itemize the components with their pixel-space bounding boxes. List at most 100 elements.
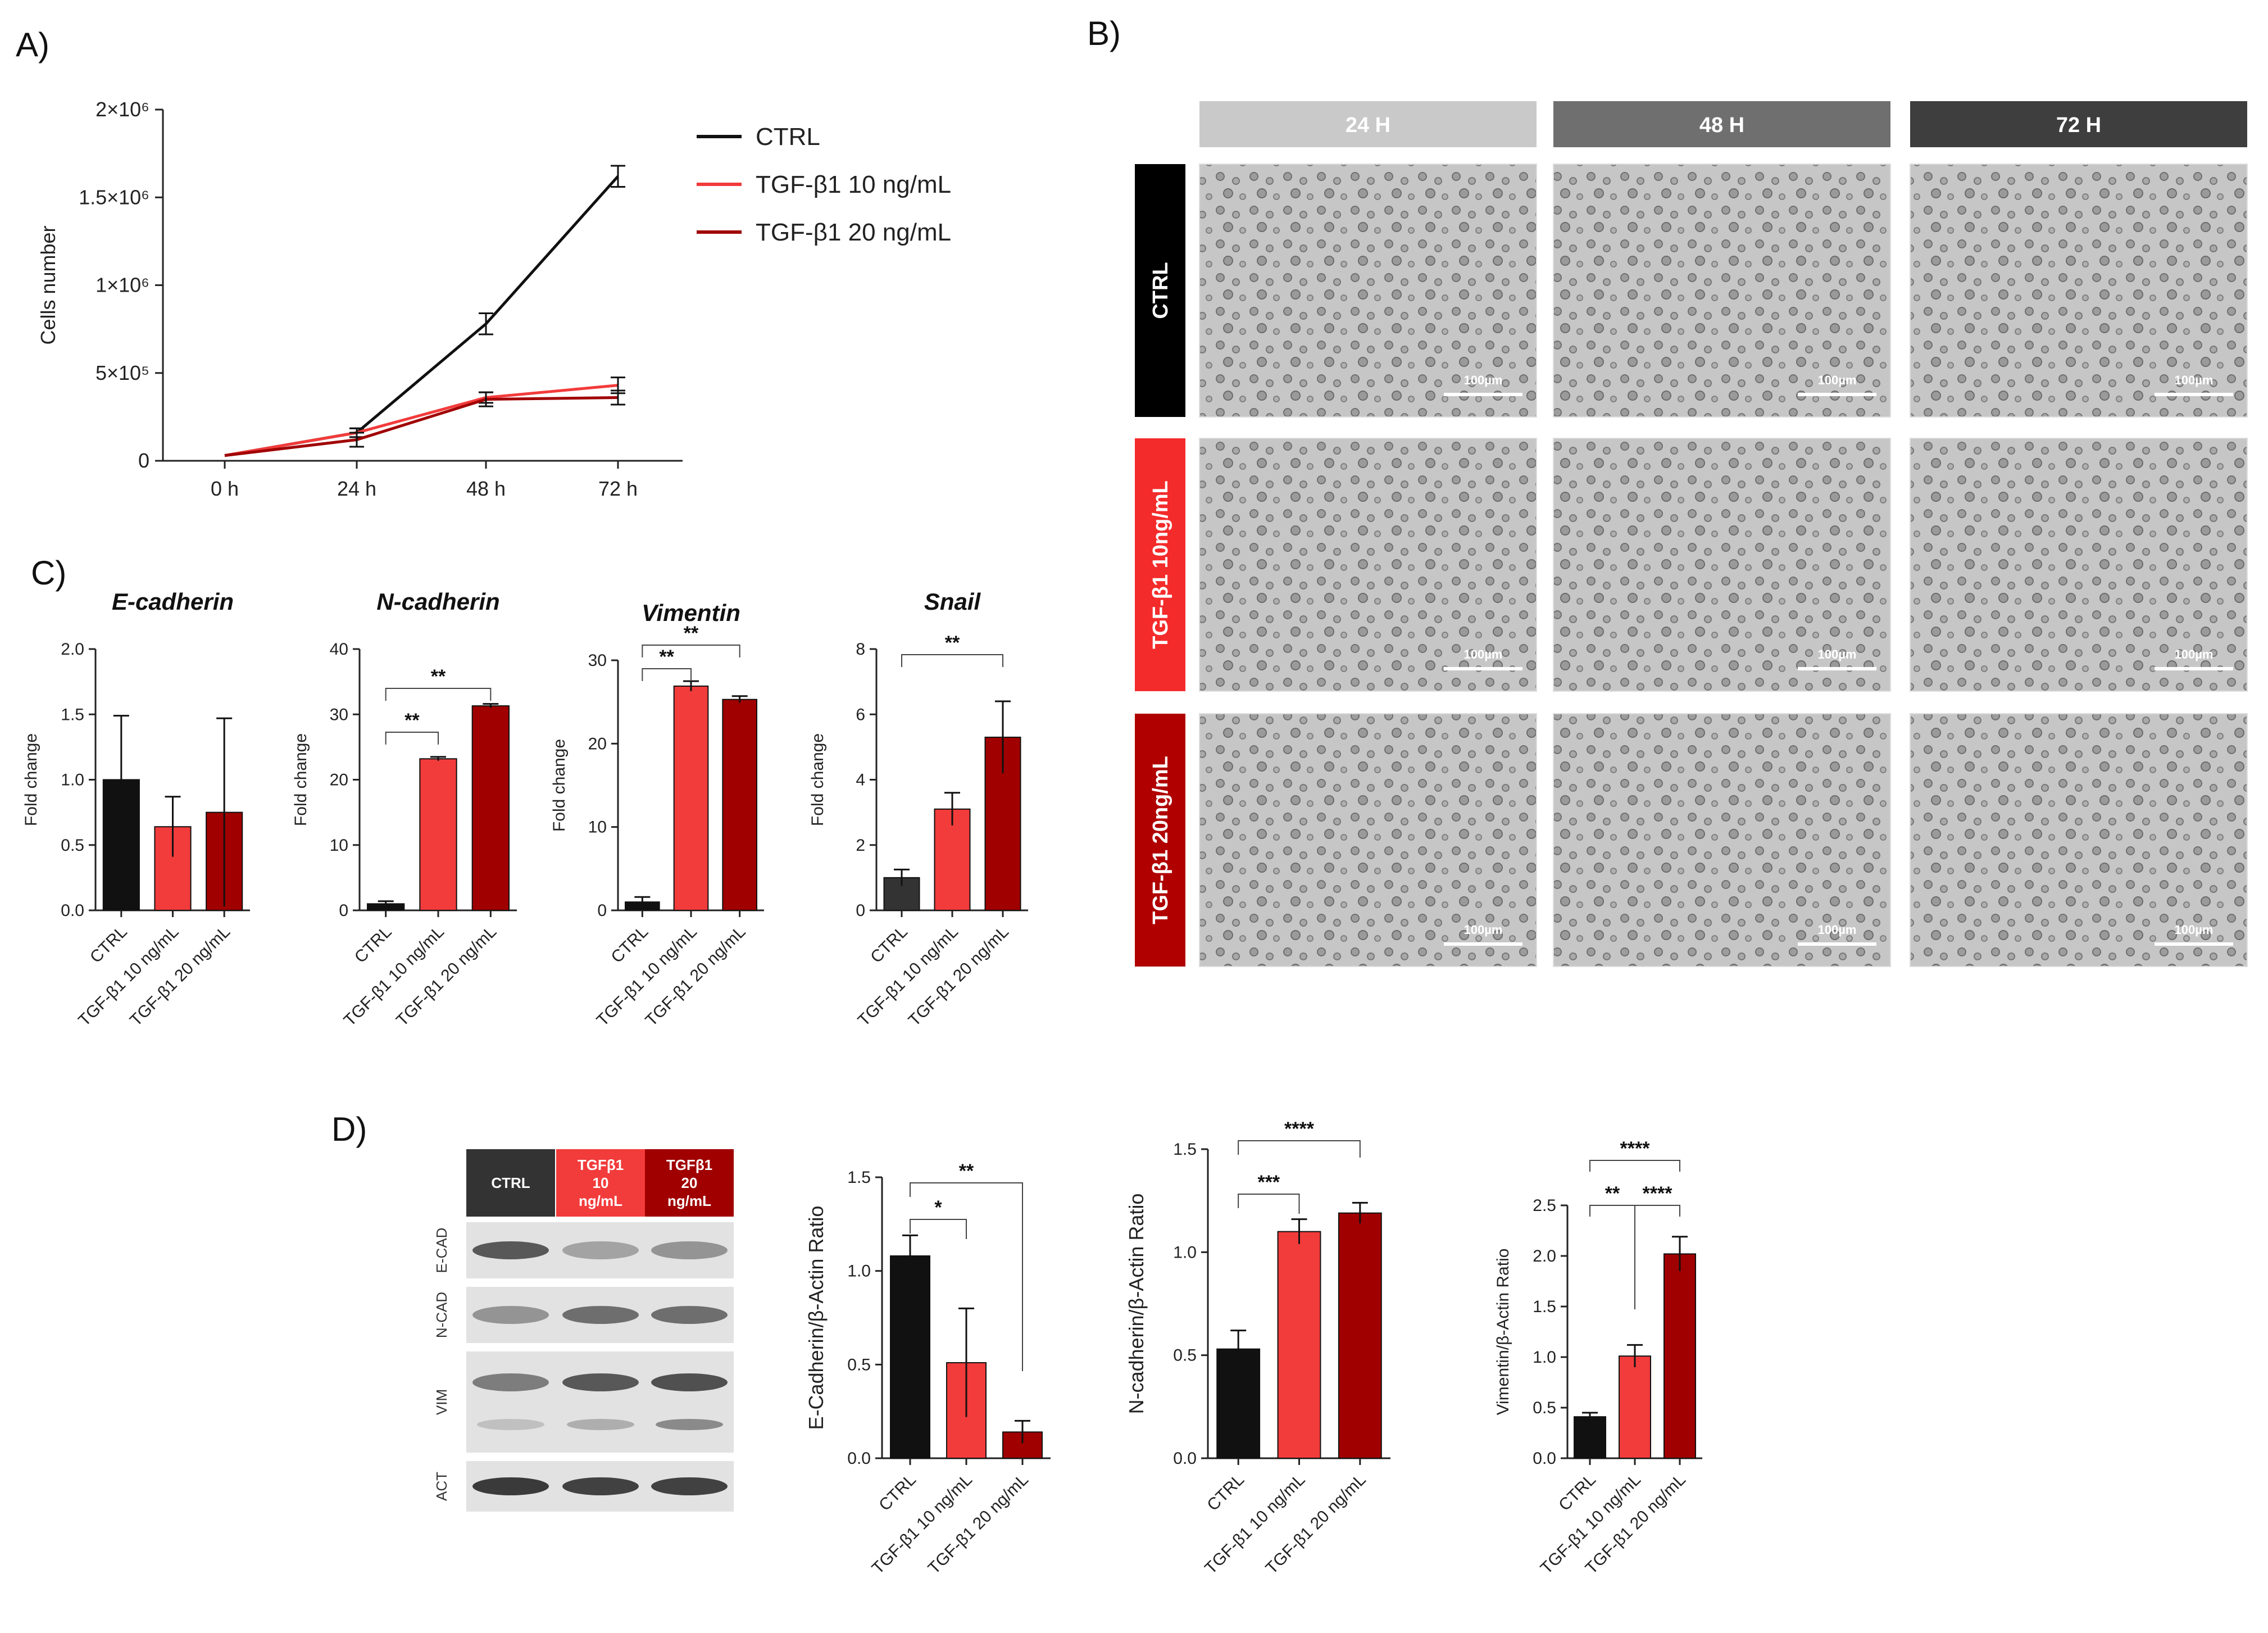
- y-axis-label: E-Cadherin/β-Actin Ratio: [805, 1206, 828, 1430]
- protein-band: [472, 1477, 549, 1495]
- series-line: [224, 384, 619, 457]
- lane-label: TGFβ1: [578, 1156, 624, 1173]
- micrograph-image: [1910, 714, 2247, 967]
- y-tick-label: 0: [138, 449, 149, 472]
- chart-title: Vimentin: [642, 600, 740, 626]
- y-axis-label: Fold change: [550, 739, 569, 832]
- y-tick-label: 5×10⁵: [96, 361, 149, 384]
- y-tick-label: 1.5: [847, 1168, 871, 1187]
- y-tick-label: 10: [330, 836, 348, 855]
- x-tick-label: CTRL: [867, 923, 911, 967]
- y-tick-label: 2: [856, 836, 865, 855]
- significance-bracket: [1238, 1194, 1300, 1214]
- significance-bracket: [642, 668, 692, 681]
- y-tick-label: 30: [330, 705, 348, 724]
- significance-label: **: [659, 646, 674, 668]
- micrograph-frame: [1199, 438, 1537, 692]
- y-tick-label: 30: [588, 651, 607, 670]
- micrograph-image: [1553, 714, 1890, 967]
- y-tick-label: 1.5: [1533, 1298, 1556, 1316]
- lane-header: [556, 1149, 645, 1217]
- y-tick-label: 2×10⁶: [96, 98, 149, 121]
- significance-label: **: [1605, 1183, 1620, 1204]
- row-header-label: CTRL: [1149, 262, 1172, 319]
- x-tick-label: 72 h: [598, 477, 638, 500]
- y-tick-label: 0: [597, 901, 607, 920]
- y-axis-label: Vimentin/β-Actin Ratio: [1494, 1249, 1512, 1416]
- x-tick-label: TGF-β1 20 ng/mL: [126, 923, 234, 1030]
- y-tick-label: 2.0: [1533, 1247, 1556, 1265]
- bar: [1619, 1355, 1651, 1459]
- significance-label: **: [404, 710, 420, 731]
- chart-title: N-cadherin: [376, 588, 499, 615]
- western-blot: CTRLTGFβ110ng/mLTGFβ120ng/mLE-CADN-CADVI…: [433, 1149, 734, 1512]
- band-label: VIM: [433, 1389, 450, 1415]
- bar: [1663, 1253, 1696, 1459]
- y-tick-label: 0.5: [1173, 1346, 1197, 1365]
- y-axis-label: N-cadherin/β-Actin Ratio: [1125, 1194, 1148, 1414]
- scale-bar-label: 100µm: [2175, 923, 2214, 937]
- protein-band: [567, 1419, 634, 1430]
- y-axis-label: Fold change: [292, 733, 310, 826]
- micrograph-frame: [1199, 164, 1537, 418]
- y-tick-label: 0: [339, 901, 348, 920]
- scale-bar-label: 100µm: [1464, 647, 1503, 661]
- series-line: [224, 175, 619, 457]
- legend-entry: CTRL: [756, 123, 820, 151]
- y-tick-label: 1.5: [1173, 1140, 1197, 1159]
- x-tick-label: TGF-β1 20 ng/mL: [393, 923, 500, 1030]
- significance-label: **: [431, 666, 446, 687]
- series-line: [224, 396, 619, 457]
- band-label: ACT: [433, 1472, 450, 1501]
- bar: [722, 698, 758, 911]
- y-tick-label: 2.5: [1533, 1196, 1556, 1215]
- row-header-label: TGF-β1 20ng/mL: [1149, 756, 1172, 924]
- x-tick-label: 24 h: [337, 477, 376, 500]
- x-tick-label: TGF-β1 10 ng/mL: [1201, 1471, 1308, 1578]
- protein-band: [651, 1373, 728, 1391]
- column-header-label: 48 H: [1699, 114, 1744, 137]
- protein-band: [477, 1419, 544, 1430]
- bar: [102, 779, 140, 911]
- y-tick-label: 0.5: [847, 1355, 871, 1374]
- micrograph-frame: [1910, 438, 2248, 692]
- column-header-label: 24 H: [1346, 114, 1390, 137]
- micrograph-frame: [1553, 164, 1891, 418]
- x-tick-label: 48 h: [466, 477, 506, 500]
- significance-label: ****: [1643, 1183, 1673, 1204]
- bar: [890, 1255, 930, 1459]
- y-tick-label: 6: [856, 705, 865, 724]
- significance-label: ***: [1257, 1172, 1280, 1193]
- panel-label-c: C): [31, 554, 66, 592]
- lane-label: 20: [681, 1174, 698, 1191]
- significance-bracket: [1238, 1140, 1361, 1158]
- column-header: [1553, 101, 1890, 147]
- bar: [471, 705, 510, 911]
- panel-label-a: A): [16, 26, 49, 63]
- y-tick-label: 1.0: [847, 1262, 871, 1281]
- scale-bar-label: 100µm: [1464, 923, 1503, 937]
- y-tick-label: 20: [588, 734, 607, 753]
- lane-header: [466, 1149, 555, 1217]
- y-tick-label: 0.0: [1533, 1449, 1556, 1468]
- significance-label: *: [934, 1197, 942, 1218]
- y-tick-label: 1.5: [61, 705, 84, 724]
- scale-bar-label: 100µm: [2175, 647, 2214, 661]
- x-tick-label: TGF-β1 10 ng/mL: [869, 1471, 976, 1578]
- y-tick-label: 10: [588, 818, 607, 837]
- y-axis-label: Cells number: [37, 225, 60, 344]
- micrograph-frame: [1910, 164, 2248, 418]
- y-tick-label: 0.0: [1173, 1449, 1197, 1468]
- x-tick-label: CTRL: [87, 923, 131, 967]
- protein-band: [651, 1477, 728, 1495]
- y-tick-label: 0.5: [61, 836, 84, 855]
- scale-bar-label: 100µm: [1464, 373, 1503, 387]
- significance-bracket: [1589, 1160, 1680, 1172]
- column-header-label: 72 H: [2056, 114, 2101, 137]
- micrograph-image: [1910, 164, 2247, 417]
- micrograph-frame: [1910, 713, 2248, 967]
